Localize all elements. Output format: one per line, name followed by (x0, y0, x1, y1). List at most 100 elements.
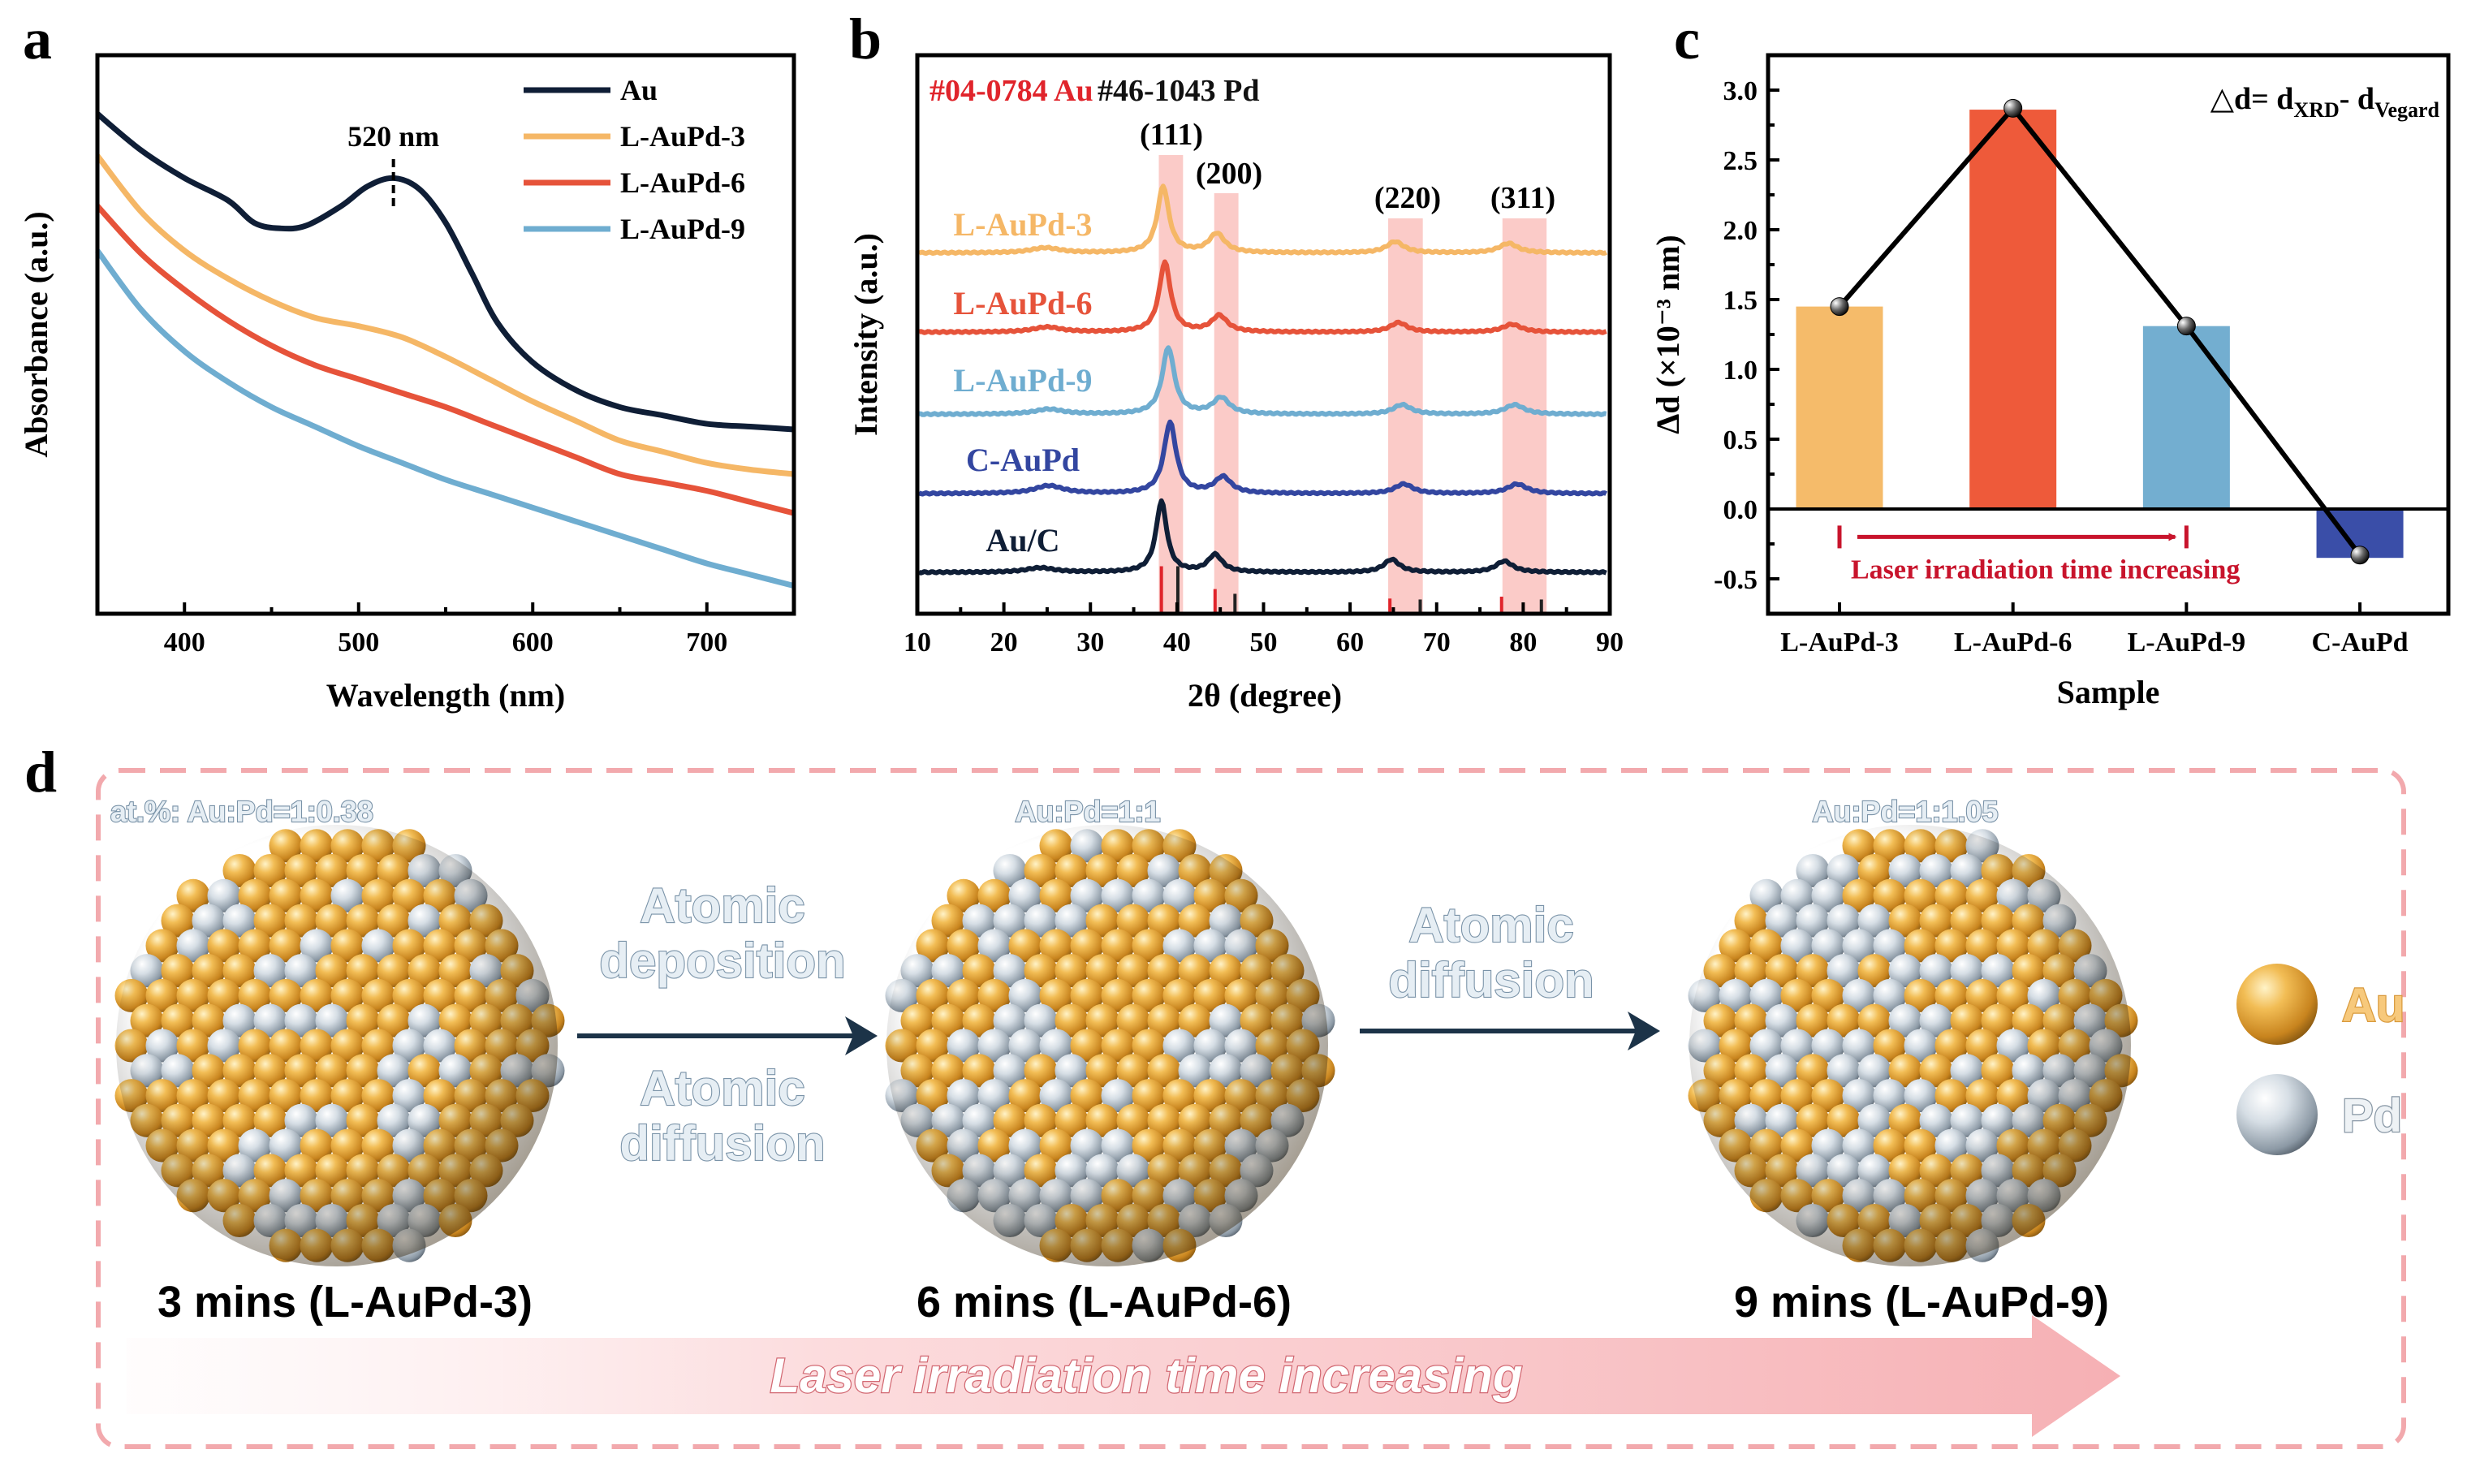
pd-atom-icon (2236, 1074, 2318, 1155)
series-line-L-AuPd-9 (95, 248, 795, 589)
xrd-curves: L-AuPd-3 L-AuPd-6 L-AuPd-9 C-AuPd Au/C (917, 183, 1608, 576)
legend: Au L-AuPd-3 L-AuPd-6 L-AuPd-9 (524, 74, 745, 245)
transition-label-above: Atomic (1408, 898, 1573, 952)
formula-lhs: △d= d (2210, 82, 2294, 116)
y-tick-label: 1.0 (1723, 356, 1758, 386)
series-line-L-AuPd-3 (917, 183, 1608, 257)
x-tick-label: 20 (990, 628, 1018, 658)
panel-letter-b: b (849, 6, 882, 71)
reflection-band (1502, 218, 1547, 614)
stages: at.%: Au:Pd=1:0.38 3 mins (L-AuPd-3) Au:Pd… (110, 794, 2138, 1327)
bar-L-AuPd-9 (2142, 326, 2230, 509)
y-tick-label: 2.0 (1723, 216, 1758, 246)
x-tick-label: L-AuPd-3 (1780, 628, 1898, 658)
transition-label-above: deposition (599, 934, 845, 988)
x-tick-label: 10 (904, 628, 931, 658)
x-tick-label: L-AuPd-6 (1954, 628, 2072, 658)
reference-sticks (1159, 566, 1543, 614)
x-tick-label: C-AuPd (2312, 628, 2409, 658)
x-tick-label: 80 (1509, 628, 1537, 658)
x-tick-label: 90 (1596, 628, 1624, 658)
x-tick-label: 400 (164, 628, 205, 658)
x-tick-label: 600 (512, 628, 554, 658)
series-line-L-AuPd-6 (95, 204, 795, 516)
y-tick-label: -0.5 (1714, 565, 1758, 595)
stage-caption: 3 mins (L-AuPd-3) (157, 1278, 533, 1327)
reflection-label: (311) (1490, 181, 1555, 215)
time-arrow-shape (127, 1315, 2120, 1437)
reference-au-label: #04-0784 Au (929, 74, 1093, 108)
au-atom-icon (2236, 964, 2318, 1045)
y-tick-label: 3.0 (1723, 76, 1758, 106)
trend-point (1830, 297, 1849, 317)
arrowhead-icon (1628, 1012, 1660, 1050)
y-tick-label: 0.5 (1723, 425, 1758, 455)
peak-annotation: 520 nm (347, 120, 439, 153)
atom-legend: Au Pd (2236, 964, 2406, 1155)
sphere-shading (116, 825, 558, 1266)
panel-d-schematic: d Laser irradiation time increasing at.%… (24, 740, 2406, 1449)
laser-time-annotation-text: Laser irradiation time increasing (1851, 554, 2240, 585)
trend-point (2176, 317, 2196, 336)
bars (1768, 110, 2448, 559)
formula-sub-vegard: Vegard (2374, 98, 2439, 122)
legend-label: Au (2342, 979, 2405, 1032)
x-ticks: 10 20 30 40 50 60 70 80 90 (904, 602, 1624, 658)
panel-letter-d: d (24, 740, 57, 805)
panel-c-bar-chart: c -0.5 0.0 0.5 1.0 1.5 2.0 2.5 3.0 L-AuPd-3 L-AuP… (1650, 6, 2451, 710)
series-line-C-AuPd (917, 419, 1608, 497)
series-line-L-AuPd-9 (918, 345, 1607, 417)
x-tick-label: L-AuPd-9 (2128, 628, 2245, 658)
transition-label-below: diffusion (619, 1116, 825, 1171)
axis-ticks: -0.5 0.0 0.5 1.0 1.5 2.0 2.5 3.0 L-AuPd-3 L-AuPd-… (1714, 54, 2409, 658)
bar-L-AuPd-6 (1969, 110, 2057, 509)
panel-b-xrd-chart: b (111)(200)(220) (311) L-AuPd-3L-AuPd-6L… (848, 6, 1624, 714)
trend-point (2350, 546, 2370, 565)
y-axis-label: Δd (×10⁻³ nm) (1650, 235, 1686, 434)
reflection-label: (200) (1196, 157, 1262, 191)
y-axis-label: Absorbance (a.u.) (18, 211, 54, 457)
x-tick-label: 500 (338, 628, 379, 658)
dashed-frame (96, 768, 2406, 1449)
series-line-Au/C (917, 498, 1607, 576)
sphere-shading (1689, 825, 2131, 1266)
composition-ratio: Au:Pd=1:1.05 (1812, 795, 1998, 828)
arrowhead-icon (845, 1016, 878, 1055)
x-tick-label: 40 (1163, 628, 1191, 658)
x-tick-label: 50 (1250, 628, 1278, 658)
stage-caption: 9 mins (L-AuPd-9) (1734, 1278, 2109, 1327)
x-tick-label: 30 (1076, 628, 1104, 658)
formula-sub-xrd: XRD (2293, 98, 2339, 122)
series-line-L-AuPd-6 (918, 259, 1607, 335)
x-axis-label: Sample (2057, 674, 2160, 710)
nanoparticle (114, 825, 565, 1266)
reference-pd-label: #46-1043 Pd (1098, 74, 1260, 108)
trend-line (1830, 98, 2370, 565)
y-tick-label: 0.0 (1723, 495, 1758, 525)
stage-caption: 6 mins (L-AuPd-6) (917, 1278, 1292, 1327)
legend-label: L-AuPd-9 (620, 213, 745, 245)
transition-label-above: diffusion (1388, 953, 1594, 1007)
time-arrow: Laser irradiation time increasing (127, 1315, 2120, 1437)
y-tick-label: 1.5 (1723, 286, 1758, 316)
series-label: Au/C (986, 522, 1059, 559)
series-label: L-AuPd-6 (953, 285, 1092, 321)
formula: △d= dXRD- dVegard (2210, 82, 2440, 122)
sphere-shading (886, 825, 1328, 1266)
legend-label: Pd (2342, 1089, 2402, 1142)
nanoparticle (1688, 825, 2138, 1266)
panel-letter-a: a (23, 6, 52, 71)
laser-time-annotation: Laser irradiation time increasing (1837, 525, 2240, 585)
stage-3: Au:Pd=1:1.05 9 mins (L-AuPd-9) (1688, 794, 2138, 1327)
x-ticks: 400 500 600 700 (164, 602, 796, 658)
legend-label: L-AuPd-3 (620, 120, 745, 153)
x-tick-label: 70 (1423, 628, 1451, 658)
x-tick-label: 700 (686, 628, 727, 658)
series-label: L-AuPd-3 (953, 206, 1092, 243)
y-axis-label: Intensity (a.u.) (848, 233, 884, 436)
nanoparticle (885, 825, 1335, 1266)
absorbance-curves (95, 111, 795, 589)
